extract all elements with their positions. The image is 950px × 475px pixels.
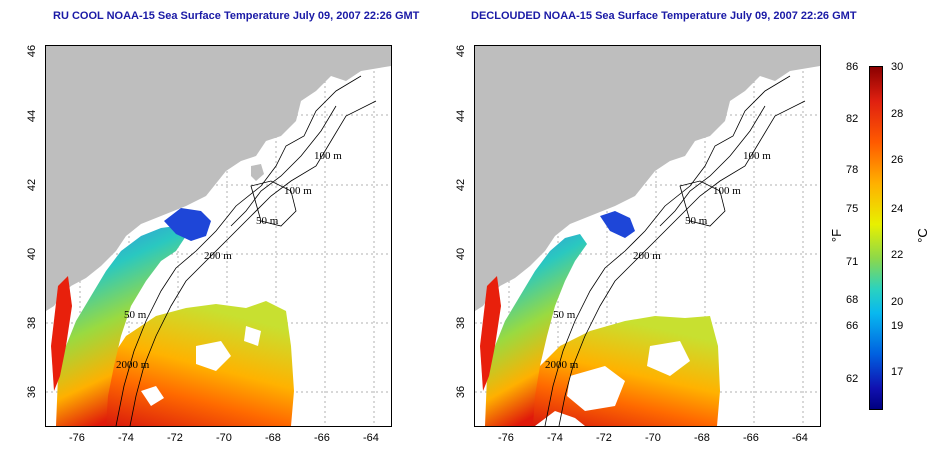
y-tick: 44 [455,109,468,123]
contour-label-50m: 50 m [256,215,279,227]
contour-label-2000m: 2000 m [545,359,579,371]
y-tick: 36 [26,385,39,399]
celsius-tick: 26 [891,154,904,166]
contour-label-2000m: 2000 m [116,359,150,371]
cloud-gaps [141,326,261,406]
fahrenheit-tick: 82 [846,113,859,125]
contour-label-200m: 200 m [633,250,661,262]
celsius-tick: 22 [891,249,904,261]
celsius-tick: 17 [891,366,904,378]
x-tick: -64 [363,432,379,444]
bathymetry-contours [115,75,377,426]
warm-offshore-region [525,316,720,426]
right-sst-map: 100 m 100 m 50 m 200 m 50 m 2000 m [474,45,821,427]
coastal-gradient-region [485,234,587,426]
x-tick: -74 [547,432,563,444]
y-tick: 38 [455,316,468,330]
bathymetry-contours [544,75,806,426]
y-tick: 46 [455,44,468,58]
y-tick: 40 [26,247,39,261]
x-tick: -76 [498,432,514,444]
temperature-colorbar [869,66,883,410]
fahrenheit-axis-label: °F [829,228,845,243]
right-map-title: DECLOUDED NOAA-15 Sea Surface Temperatur… [471,10,857,22]
fahrenheit-tick: 71 [846,256,859,268]
x-tick: -70 [216,432,232,444]
contour-label-100m-b: 100 m [284,185,312,197]
x-tick: -64 [792,432,808,444]
x-tick: -66 [314,432,330,444]
chesapeake-bay [51,276,72,391]
chesapeake-bay [480,276,501,391]
y-tick: 44 [26,109,39,123]
y-tick: 38 [26,316,39,330]
fahrenheit-tick: 62 [846,373,859,385]
contour-label-100m-b: 100 m [713,185,741,197]
x-tick: -68 [694,432,710,444]
celsius-tick: 24 [891,203,904,215]
fahrenheit-tick: 68 [846,294,859,306]
y-tick: 36 [455,385,468,399]
x-tick: -68 [265,432,281,444]
fahrenheit-tick: 78 [846,164,859,176]
celsius-tick: 30 [891,61,904,73]
cold-pool [600,211,635,238]
coastal-gradient-region [56,226,186,426]
left-sst-map: 100 m 100 m 50 m 200 m 50 m 2000 m [45,45,392,427]
contour-label-50m: 50 m [685,215,708,227]
land-mass [46,46,391,311]
x-tick: -74 [118,432,134,444]
fahrenheit-tick: 75 [846,203,859,215]
cloud-gaps [535,341,690,426]
contour-label-100m-a: 100 m [743,150,771,162]
cape-cod [251,164,264,181]
contour-label-200m: 200 m [204,250,232,262]
celsius-axis-label: °C [914,228,930,243]
celsius-tick: 28 [891,108,904,120]
left-map-title: RU COOL NOAA-15 Sea Surface Temperature … [53,10,420,22]
cold-pool [164,208,211,241]
land-mass [475,46,820,311]
fahrenheit-tick: 66 [846,320,859,332]
x-tick: -70 [645,432,661,444]
x-tick: -66 [743,432,759,444]
y-tick: 40 [455,247,468,261]
contour-label-50m-b: 50 m [124,309,147,321]
y-tick: 46 [26,44,39,58]
x-tick: -72 [596,432,612,444]
x-tick: -72 [167,432,183,444]
contour-label-50m-b: 50 m [553,309,576,321]
y-tick: 42 [26,178,39,192]
x-tick: -76 [69,432,85,444]
contour-label-100m-a: 100 m [314,150,342,162]
celsius-tick: 19 [891,320,904,332]
celsius-tick: 20 [891,296,904,308]
y-tick: 42 [455,178,468,192]
fahrenheit-tick: 86 [846,61,859,73]
